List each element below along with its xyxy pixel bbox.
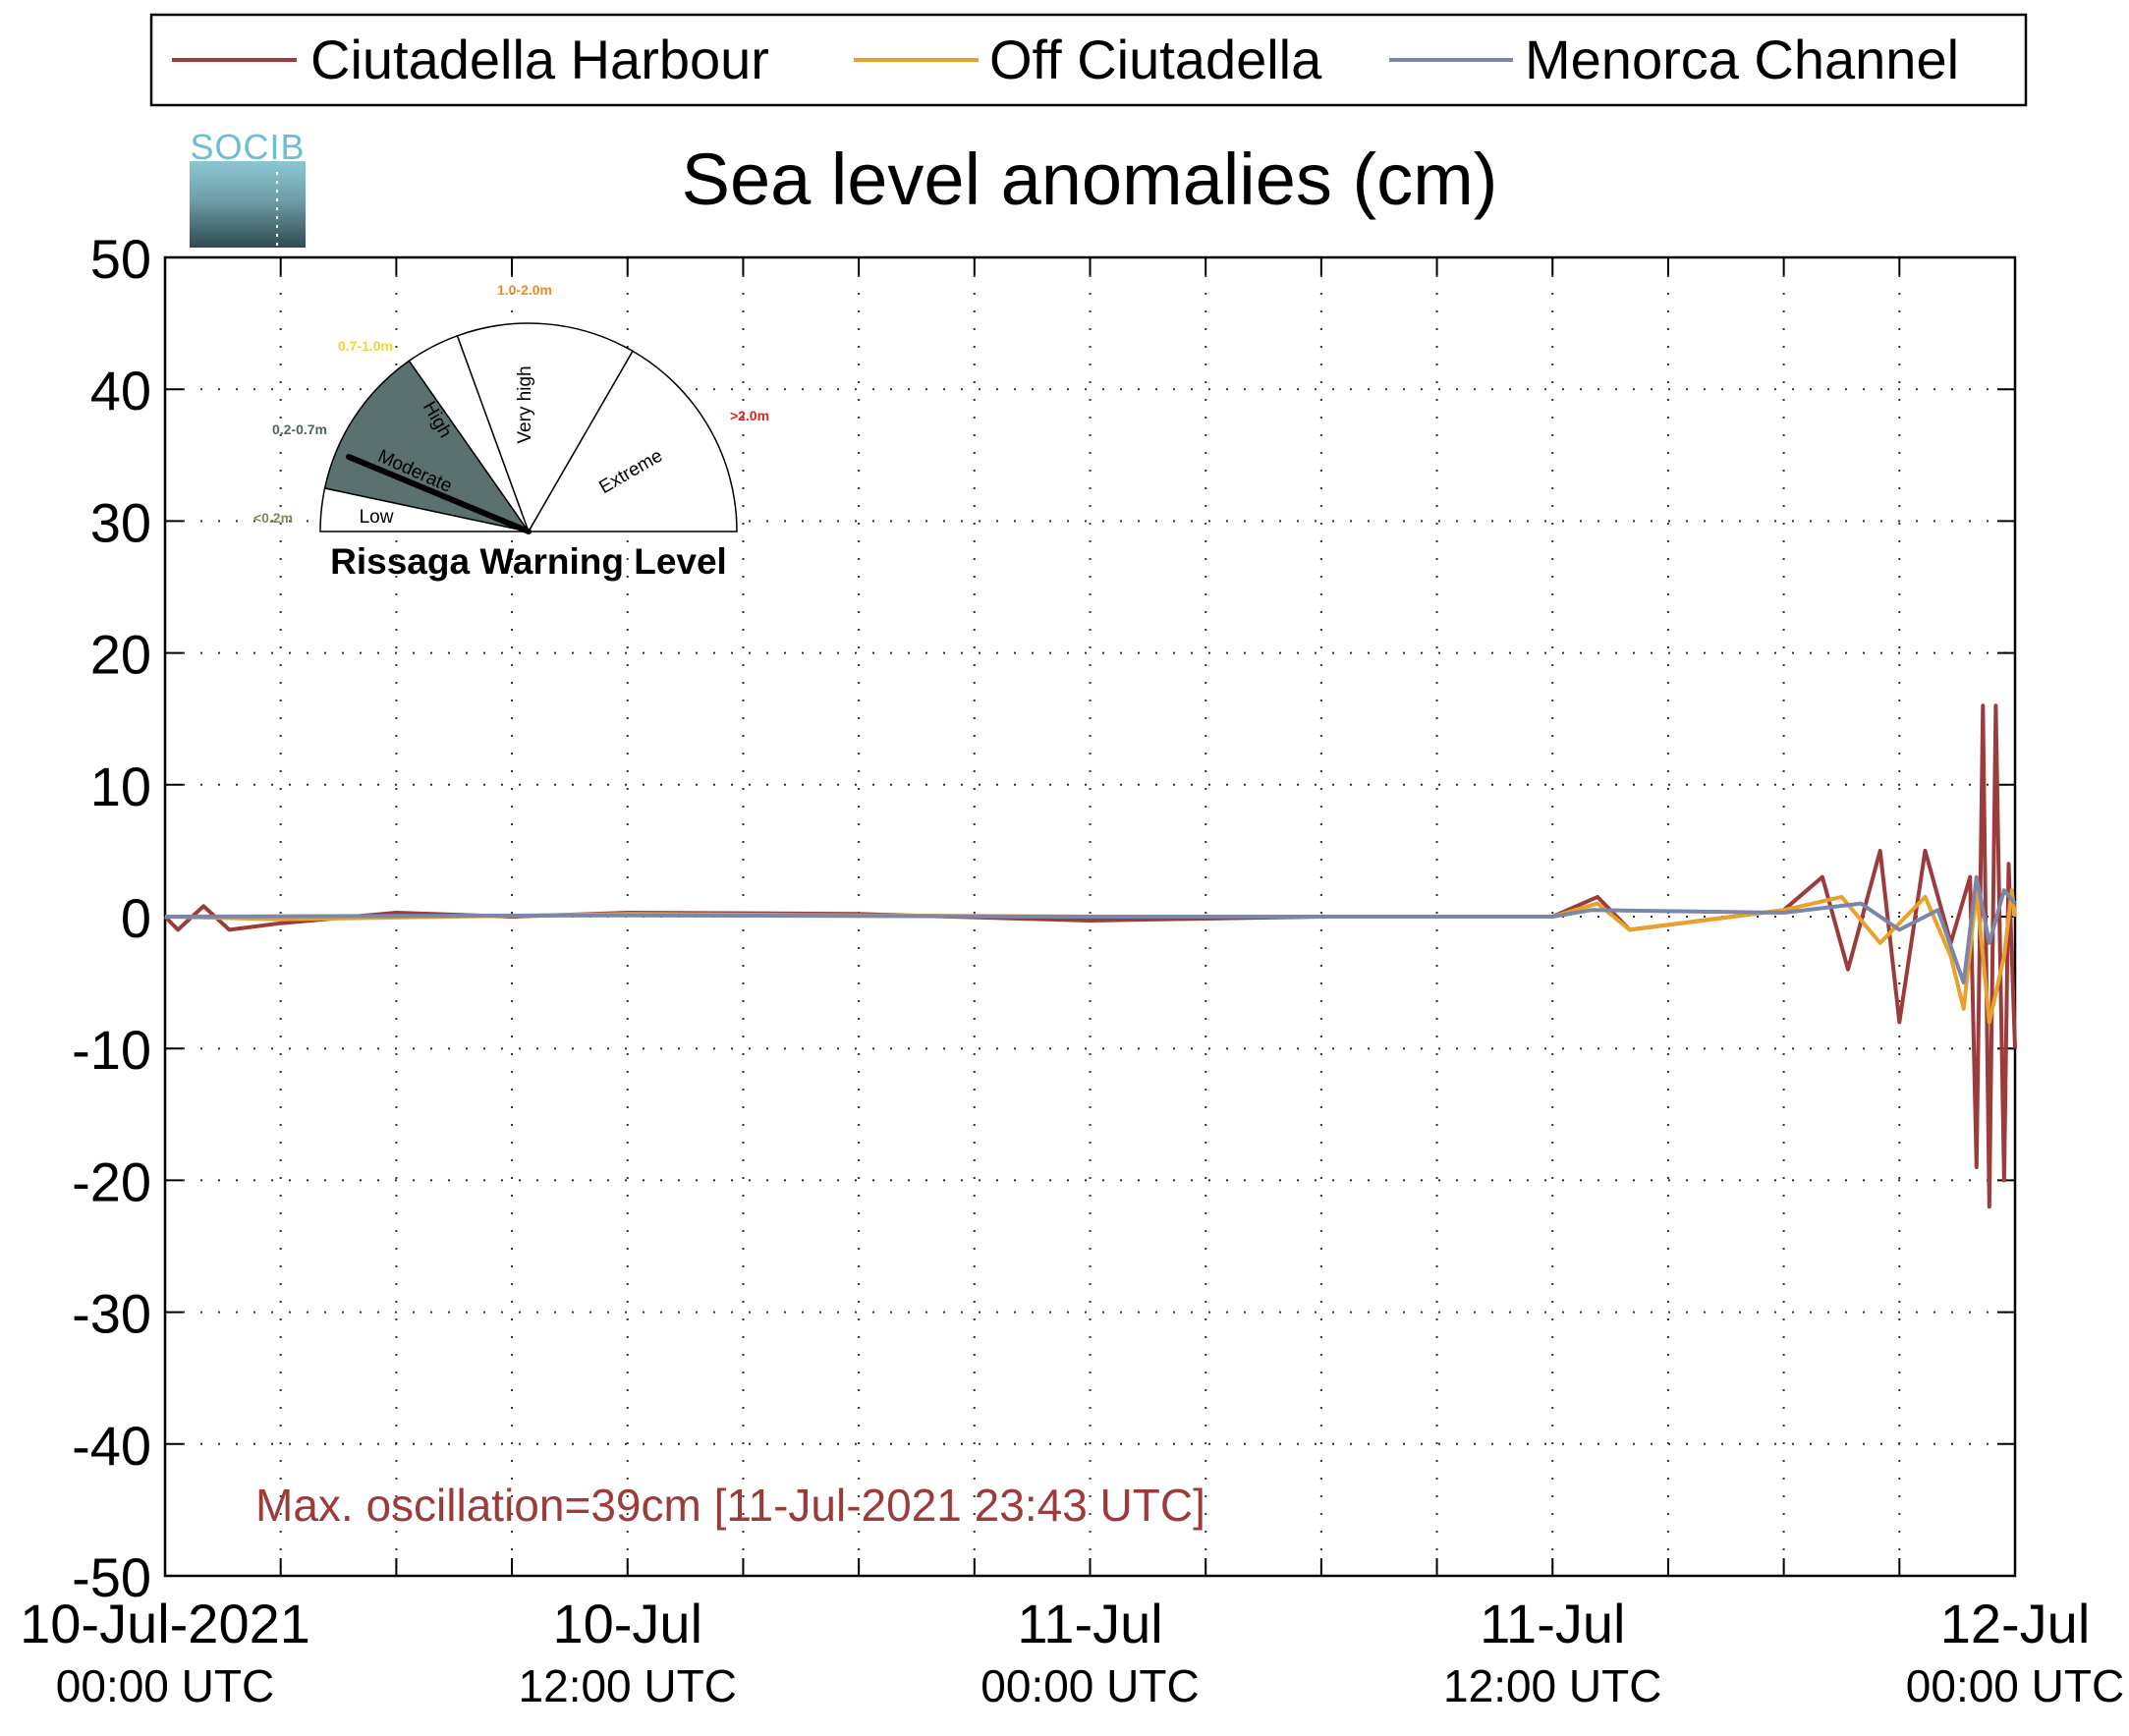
gauge-title: Rissaga Warning Level (330, 541, 727, 582)
series-line-menorca-channel (164, 874, 2017, 985)
gauge-sector-very-high (456, 322, 635, 533)
gauge-range-label: 0.2-0.7m (272, 421, 327, 437)
x-tick-label: 10-Jul-2021 (20, 1593, 310, 1654)
legend-frame (149, 13, 2028, 107)
y-tick-label: 40 (90, 360, 151, 421)
x-tick-sublabel: 12:00 UTC (1443, 1660, 1661, 1711)
socib-logo: SOCIB (190, 127, 306, 248)
y-tick-label: 0 (121, 887, 151, 949)
y-tick-label: -20 (72, 1150, 151, 1212)
legend-label-off-ciutadella: Off Ciutadella (989, 28, 1322, 90)
x-tick-label: 11-Jul (1480, 1593, 1625, 1654)
x-tick-label: 10-Jul (552, 1593, 702, 1654)
y-tick-label: -40 (72, 1415, 151, 1477)
logo-wave-block (190, 161, 306, 248)
max-oscillation-annotation: Max. oscillation=39cm [11-Jul-2021 23:43… (255, 1480, 1205, 1531)
chart-title: Sea level anomalies (cm) (682, 139, 1498, 220)
series-lines (163, 703, 2017, 1209)
gauge-needle (346, 454, 532, 534)
y-tick-label: -30 (72, 1283, 151, 1345)
gauge-range-label: <0.2m (253, 510, 293, 526)
gauge-sector-moderate (323, 360, 531, 533)
logo-text: SOCIB (190, 127, 305, 167)
gauge-range-label: >2.0m (730, 408, 769, 423)
gauge-range-label: 1.0-2.0m (497, 282, 552, 298)
x-tick-label: 11-Jul (1017, 1593, 1162, 1654)
x-tick-sublabel: 00:00 UTC (980, 1660, 1199, 1711)
y-tick-label: 20 (90, 624, 151, 686)
y-tick-label: 30 (90, 491, 151, 553)
y-tick-label: 50 (90, 228, 151, 290)
y-tick-label: 10 (90, 756, 151, 817)
x-tick-sublabel: 00:00 UTC (1906, 1660, 2124, 1711)
axis-ticks: -50 -40 -30 -20 -10 0 10 20 30 40 50 10-Jul-2021 00:… (20, 228, 2124, 1711)
x-tick-label: 12-Jul (1940, 1593, 2091, 1654)
gauge-sector-label: Low (360, 507, 394, 528)
y-tick-label: -50 (72, 1546, 151, 1608)
gauge-range-label: 0.7-1.0m (338, 338, 393, 354)
legend: Ciutadella Harbour Off Ciutadella Menorc… (149, 13, 2028, 107)
x-tick-sublabel: 00:00 UTC (56, 1660, 274, 1711)
legend-label-ciutadella-harbour: Ciutadella Harbour (310, 28, 769, 90)
gauge-sector-extreme (527, 350, 738, 532)
y-tick-label: -10 (72, 1019, 151, 1081)
legend-label-menorca-channel: Menorca Channel (1525, 28, 1959, 90)
gauge-sector-label: Very high (515, 365, 535, 443)
x-tick-sublabel: 12:00 UTC (519, 1660, 737, 1711)
